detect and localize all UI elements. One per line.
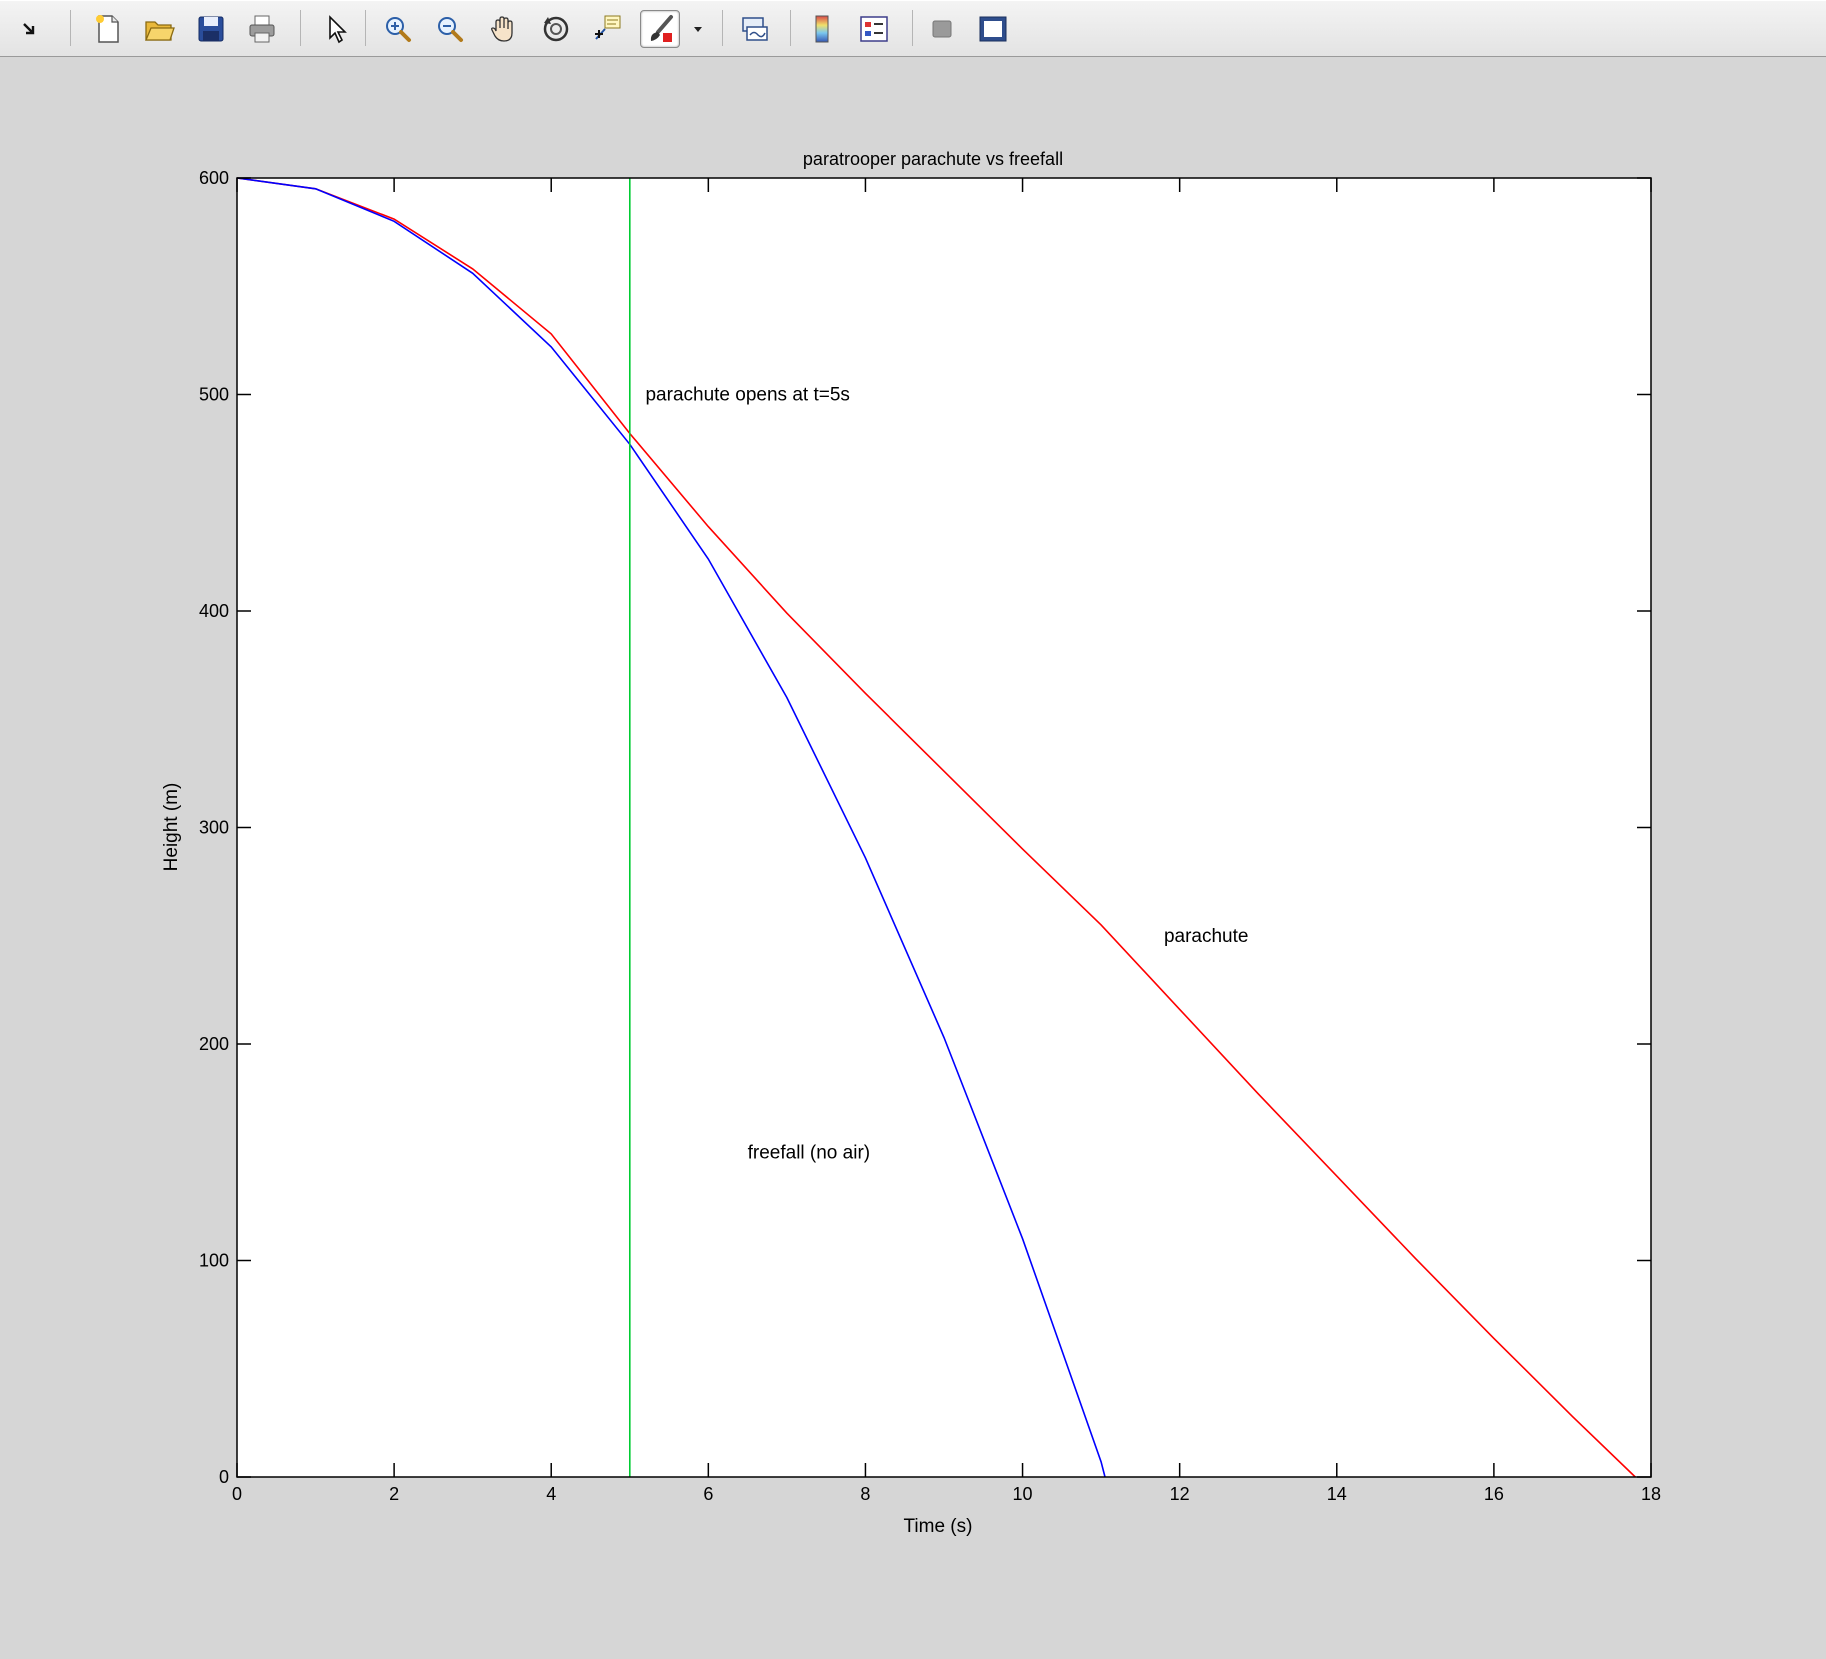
y-tick-label: 400 xyxy=(199,601,229,621)
new-figure-button[interactable] xyxy=(88,10,128,48)
chart[interactable]: parachute opens at t=5s parachute freefall… xyxy=(0,57,1826,1654)
toolbar-separator xyxy=(70,10,71,46)
hide-plot-tools-icon xyxy=(932,20,952,38)
annotation-label: parachute opens at t=5s xyxy=(645,385,849,406)
data-cursor-button[interactable] xyxy=(588,10,628,48)
x-tick-label: 18 xyxy=(1641,1484,1661,1504)
dock-arrow-icon xyxy=(23,23,35,35)
edit-plot-button[interactable] xyxy=(315,10,355,48)
hide-plot-tools-button[interactable] xyxy=(922,10,962,48)
pan-button[interactable] xyxy=(483,10,523,48)
chart-title: paratrooper parachute vs freefall xyxy=(803,149,1063,169)
figure-canvas: parachute opens at t=5s parachute freefall… xyxy=(0,57,1826,1654)
toolbar-separator xyxy=(912,10,913,46)
plot-area xyxy=(237,178,1651,1477)
edit-plot-arrow-icon xyxy=(329,15,347,44)
zoom-in-button[interactable] xyxy=(378,10,418,48)
link-plot-button[interactable] xyxy=(734,10,774,48)
insert-legend-button[interactable] xyxy=(854,10,894,48)
open-file-icon xyxy=(145,21,175,41)
x-tick-label: 2 xyxy=(389,1484,399,1504)
annotation-label: freefall (no air) xyxy=(748,1142,871,1163)
link-plot-icon xyxy=(742,17,768,41)
toolbar-separator xyxy=(722,10,723,46)
data-cursor-icon xyxy=(595,15,621,40)
y-tick-label: 0 xyxy=(219,1467,229,1487)
x-tick-label: 0 xyxy=(232,1484,242,1504)
x-tick-label: 8 xyxy=(860,1484,870,1504)
toolbar-separator xyxy=(300,10,301,46)
y-tick-label: 300 xyxy=(199,818,229,838)
insert-colorbar-icon xyxy=(815,15,829,43)
x-tick-label: 10 xyxy=(1013,1484,1033,1504)
rotate-3d-icon xyxy=(543,16,569,42)
open-file-button[interactable] xyxy=(139,10,179,48)
series-line-0 xyxy=(236,177,1636,1478)
rotate-3d-button[interactable] xyxy=(536,10,576,48)
x-axis-label: Time (s) xyxy=(904,1516,973,1537)
insert-colorbar-button[interactable] xyxy=(802,10,842,48)
show-plot-tools-icon xyxy=(979,16,1007,42)
x-tick-label: 16 xyxy=(1484,1484,1504,1504)
annotation-label: parachute xyxy=(1164,926,1249,947)
y-tick-label: 100 xyxy=(199,1251,229,1271)
save-figure-button[interactable] xyxy=(191,10,231,48)
y-tick-label: 200 xyxy=(199,1034,229,1054)
print-figure-icon xyxy=(249,15,275,43)
figure-toolbar xyxy=(0,0,1826,57)
zoom-out-button[interactable] xyxy=(430,10,470,48)
brush-options-dropdown[interactable] xyxy=(684,10,712,48)
brush-data-icon xyxy=(650,15,673,42)
x-tick-label: 4 xyxy=(546,1484,556,1504)
save-figure-icon xyxy=(198,16,224,42)
y-tick-label: 600 xyxy=(199,168,229,188)
series-line-1 xyxy=(236,177,1106,1478)
y-tick-label: 500 xyxy=(199,385,229,405)
insert-legend-icon xyxy=(860,16,888,42)
print-figure-button[interactable] xyxy=(242,10,282,48)
show-plot-tools-button[interactable] xyxy=(973,10,1013,48)
y-axis-label: Height (m) xyxy=(161,783,182,872)
zoom-in-icon xyxy=(386,17,411,42)
toolbar-separator xyxy=(365,10,366,46)
chevron-down-icon xyxy=(694,27,702,32)
pan-hand-icon xyxy=(491,16,513,42)
dock-arrow-button[interactable] xyxy=(10,10,50,48)
toolbar-separator xyxy=(790,10,791,46)
new-figure-icon xyxy=(96,15,119,43)
x-tick-label: 6 xyxy=(703,1484,713,1504)
brush-data-button[interactable] xyxy=(640,10,680,48)
zoom-out-icon xyxy=(438,17,463,42)
x-tick-label: 14 xyxy=(1327,1484,1347,1504)
x-tick-label: 12 xyxy=(1170,1484,1190,1504)
